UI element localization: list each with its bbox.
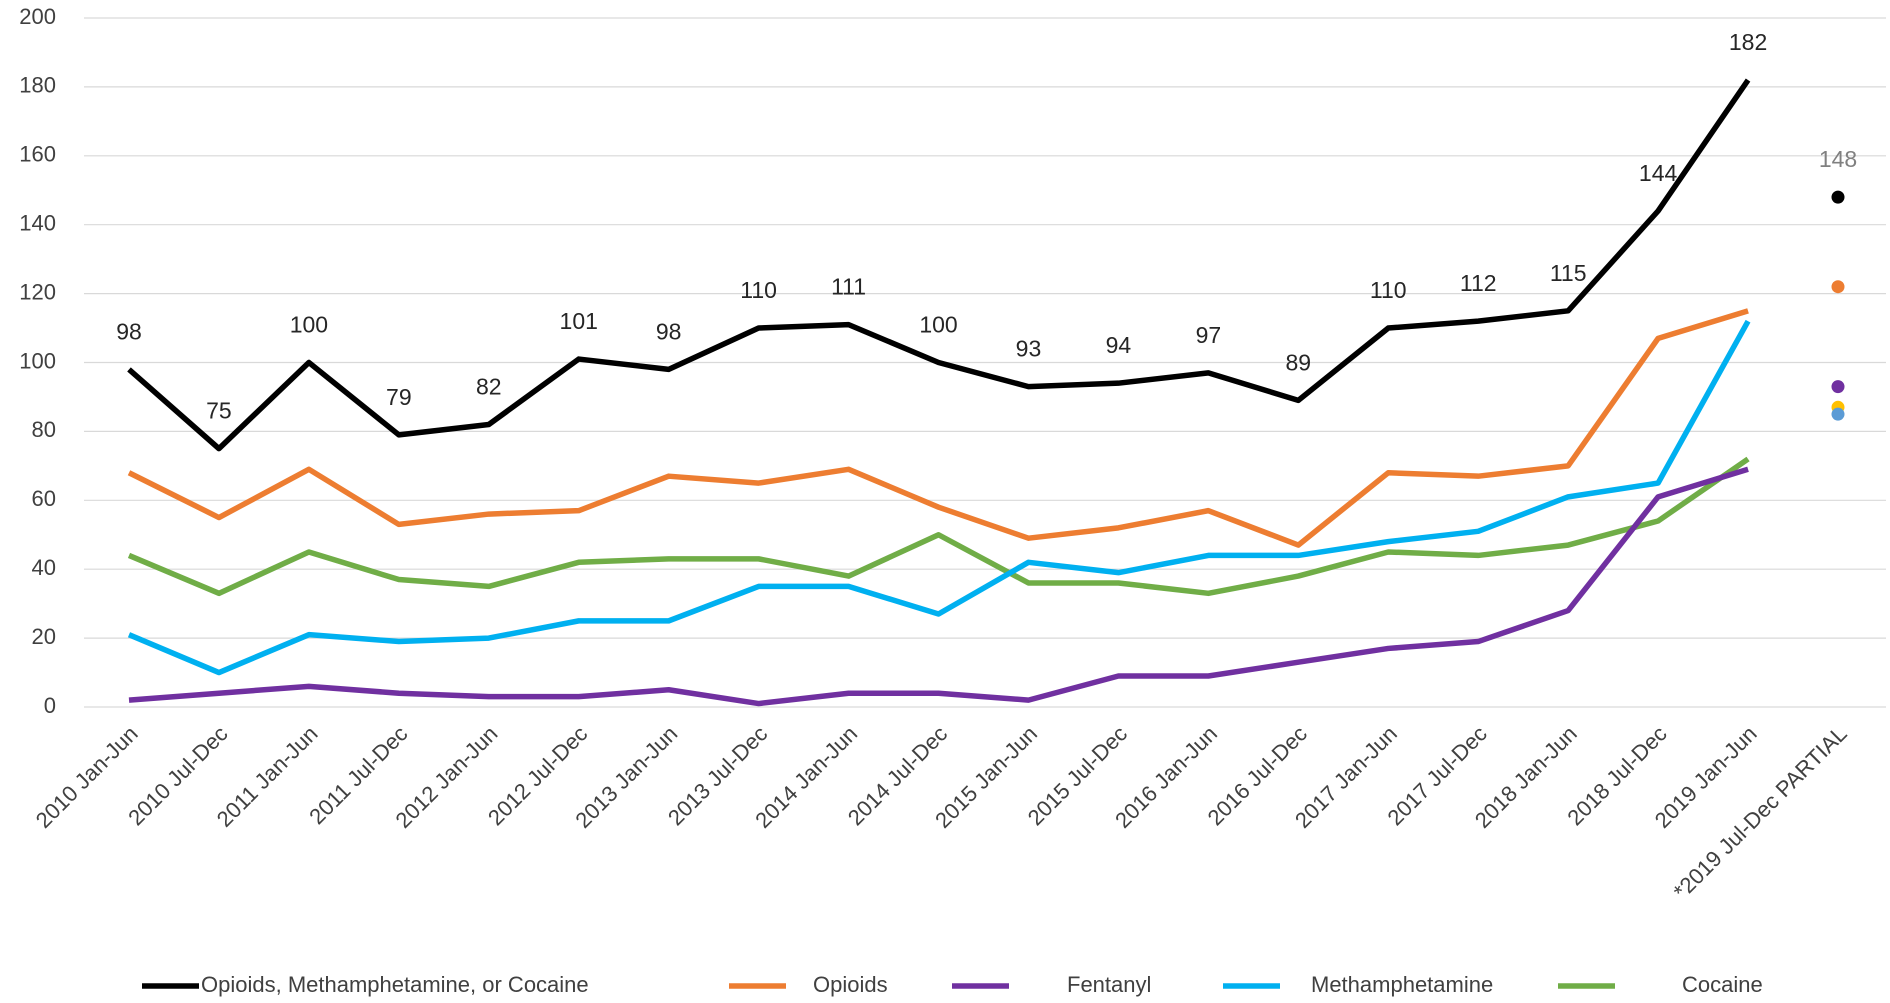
data-label: 94	[1106, 332, 1132, 358]
series-line	[127, 319, 1751, 676]
partial-point	[1831, 407, 1845, 421]
data-label: 115	[1550, 260, 1587, 286]
data-label: 112	[1460, 270, 1497, 296]
series-line	[127, 78, 1751, 452]
series-line	[127, 308, 1749, 548]
y-tick-label: 120	[19, 279, 56, 304]
data-label: 111	[831, 274, 866, 300]
series-line	[128, 466, 1749, 707]
y-tick-label: 100	[19, 348, 56, 373]
legend-label: Fentanyl	[1067, 972, 1151, 997]
data-label: 101	[560, 308, 598, 334]
y-tick-label: 180	[19, 73, 56, 98]
data-label: 144	[1639, 160, 1678, 186]
legend-label: Opioids	[813, 972, 888, 997]
y-tick-label: 160	[19, 142, 56, 167]
data-label: 100	[919, 312, 957, 338]
data-label: 100	[290, 312, 328, 338]
y-tick-label: 200	[19, 4, 56, 29]
data-label: 182	[1729, 29, 1767, 55]
data-label: 89	[1286, 349, 1312, 375]
y-tick-label: 20	[32, 624, 56, 649]
y-tick-label: 40	[32, 555, 56, 580]
data-label: 148	[1819, 146, 1857, 172]
data-label: 97	[1196, 322, 1222, 348]
partial-point	[1831, 190, 1845, 204]
data-label: 93	[1016, 336, 1042, 362]
y-tick-label: 0	[44, 693, 56, 718]
data-label: 98	[656, 318, 682, 344]
data-label: 98	[116, 318, 142, 344]
y-tick-label: 140	[19, 211, 56, 236]
legend-label: Cocaine	[1682, 972, 1763, 997]
partial-point	[1831, 380, 1845, 394]
y-tick-label: 60	[32, 486, 56, 511]
x-tick-label: *2019 Jul-Dec PARTIAL	[1669, 721, 1852, 904]
partial-point	[1831, 280, 1845, 294]
data-label: 82	[476, 374, 502, 400]
legend-label: Opioids, Methamphetamine, or Cocaine	[201, 972, 589, 997]
legend-label: Methamphetamine	[1311, 972, 1493, 997]
data-label: 110	[1370, 277, 1407, 303]
series-line	[127, 456, 1750, 597]
data-label: 75	[206, 398, 232, 424]
data-label: 110	[740, 277, 777, 303]
y-tick-label: 80	[32, 417, 56, 442]
data-label: 79	[386, 384, 412, 410]
